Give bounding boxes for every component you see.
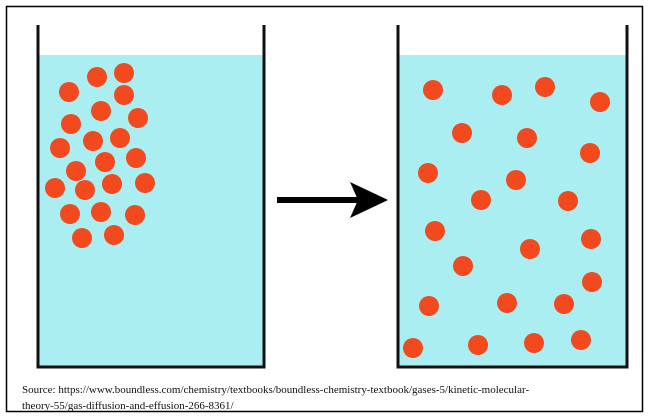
particle [418, 163, 438, 183]
diagram: Source: https://www.boundless.com/chemis… [0, 0, 650, 419]
particle [128, 108, 148, 128]
particle [558, 191, 578, 211]
particle [520, 239, 540, 259]
particle [95, 152, 115, 172]
particle [59, 82, 79, 102]
particle [453, 256, 473, 276]
particle [61, 114, 81, 134]
particle [126, 148, 146, 168]
particle [125, 205, 145, 225]
particle [419, 296, 439, 316]
particle [554, 294, 574, 314]
particle [571, 330, 591, 350]
particle [524, 333, 544, 353]
particle [83, 131, 103, 151]
particle [72, 228, 92, 248]
particle [91, 202, 111, 222]
particle [45, 178, 65, 198]
particle [452, 123, 472, 143]
particle [60, 204, 80, 224]
particle [517, 128, 537, 148]
particle [110, 128, 130, 148]
particle [114, 63, 134, 83]
particle [102, 174, 122, 194]
particle [104, 225, 124, 245]
particle [535, 77, 555, 97]
particle [581, 229, 601, 249]
particle [506, 170, 526, 190]
source-line: theory-55/gas-diffusion-and-effusion-266… [22, 400, 235, 412]
particle [114, 85, 134, 105]
particle [471, 190, 491, 210]
particle [87, 67, 107, 87]
particle [75, 180, 95, 200]
particle [91, 101, 111, 121]
particle [403, 338, 423, 358]
particle [492, 85, 512, 105]
particle [50, 138, 70, 158]
particle [135, 173, 155, 193]
particle [468, 335, 488, 355]
particle [590, 92, 610, 112]
source-line: Source: https://www.boundless.com/chemis… [22, 384, 529, 396]
right-beaker [398, 25, 627, 367]
particle [425, 221, 445, 241]
particle [66, 161, 86, 181]
left-beaker [38, 25, 264, 367]
particle [423, 80, 443, 100]
particle [582, 272, 602, 292]
particle [580, 143, 600, 163]
particle [497, 293, 517, 313]
